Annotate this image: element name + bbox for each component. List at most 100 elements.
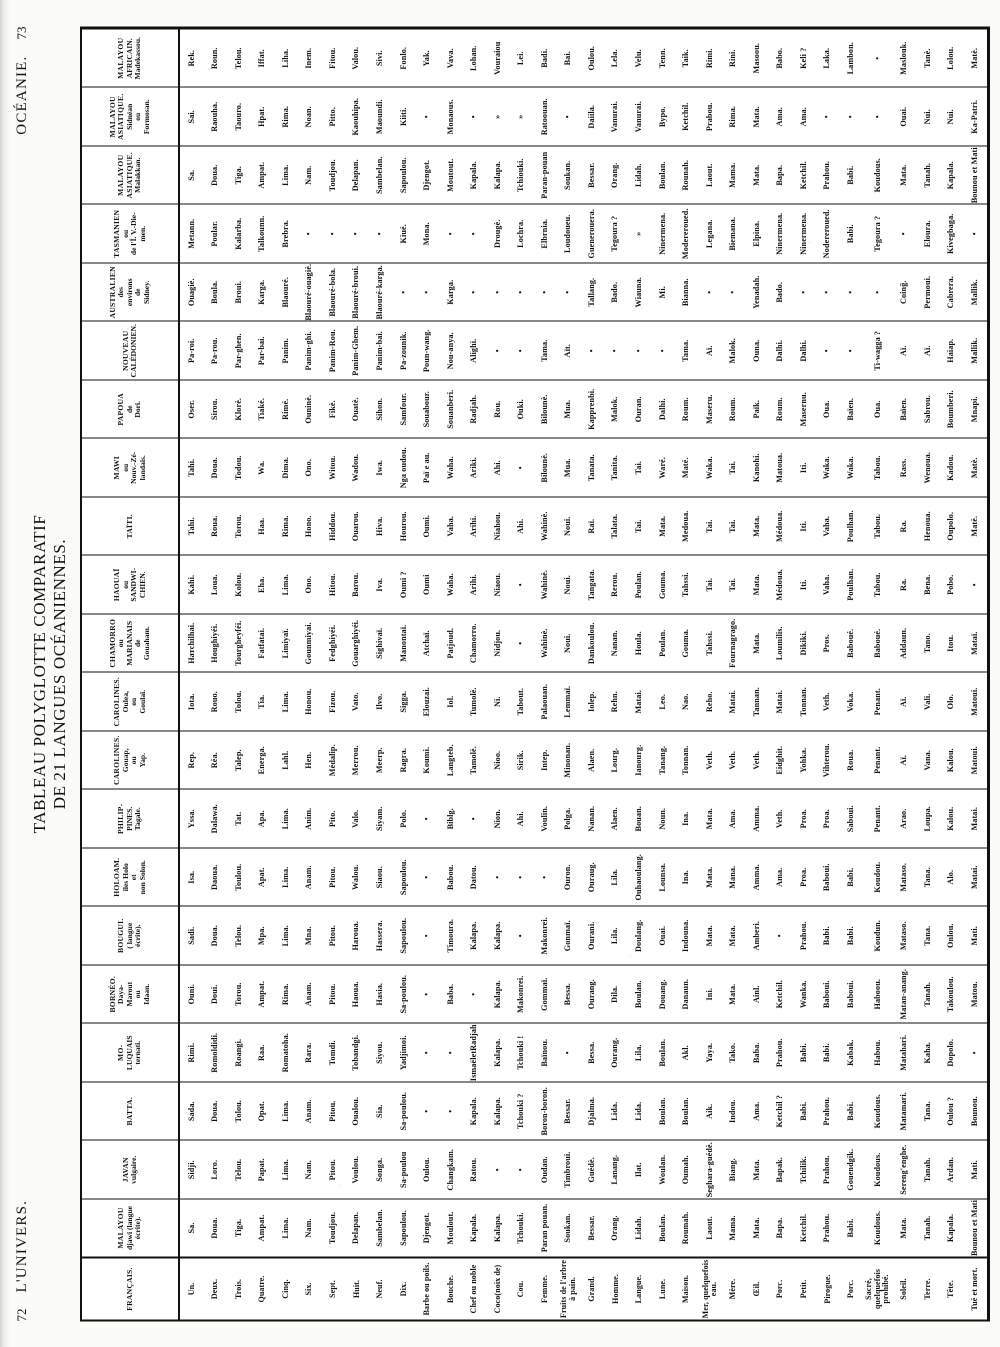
cell-r10-c13: Paï e au. (415, 438, 440, 497)
cell-r0-c14: Oser. (179, 379, 204, 438)
cell-r2-c9: Tolou. (227, 672, 251, 731)
table-row: Cinq. Lima. Lima. Lima. Romatoha. Rima. Lima. L… (274, 28, 298, 1319)
cell-r9-c1: Sa-poulou (392, 1140, 416, 1199)
cell-r5-c18: Nam. (297, 145, 322, 204)
cell-r18-c13: Tanita. (604, 438, 628, 497)
cell-r28-c18: Babi. (839, 145, 864, 204)
column-header-14: PAPOUA de Dori. (82, 379, 179, 438)
cell-r1-c11: Loua. (203, 555, 228, 614)
cell-r19-c15: • (627, 321, 652, 380)
cell-r28-c9: Voka. (839, 672, 864, 731)
cell-r22-c20: Rimi. (698, 28, 722, 87)
cell-r19-c0: Lidah. (627, 1198, 652, 1257)
cell-r26-c14: Masernu. (792, 379, 816, 438)
cell-r22-c6: Mata. (698, 847, 722, 906)
cell-r2-c11: Kolou. (227, 555, 251, 614)
column-header-sub: CALÉDONIEN. (129, 323, 138, 377)
cell-r20-c18: Boulan. (651, 145, 675, 204)
cell-r17-c12: Raï. (580, 496, 605, 555)
cell-r14-c19: » (509, 87, 534, 146)
cell-r31-c5: Tana. (916, 906, 940, 965)
cell-r8-c2: Sia. (368, 1081, 393, 1140)
cell-r32-c13: Kadou. (939, 438, 964, 497)
cell-r13-c4: Kalapa. (486, 964, 510, 1023)
cell-r17-c20: Oulou. (580, 28, 605, 87)
column-header-name: TAÏTI. (124, 513, 134, 538)
cell-r7-c4: Haoua. (345, 964, 369, 1023)
cell-r13-c9: Ni. (486, 672, 510, 731)
cell-r1-c9: Rouo. (203, 672, 228, 731)
cell-r24-c2: Ama. (745, 1081, 769, 1140)
table-row: Tête. Kapala. Ardаn. Oulou ? Dopolo. Takoulou… (939, 28, 964, 1319)
cell-r17-c19: Daiila. (580, 87, 605, 146)
cell-r33-c19: Ka-Patri. (963, 87, 987, 146)
cell-r8-c7: Siyam. (368, 789, 393, 848)
cell-r14-c6: • (509, 847, 534, 906)
cell-r26-c4: Wanka. (792, 964, 816, 1023)
left-running-head: 72 L'UNIVERS. (14, 1199, 31, 1321)
cell-r28-c19: • (839, 87, 864, 146)
cell-r21-c20: Taik. (674, 28, 699, 87)
cell-r19-c3: Lila. (627, 1023, 652, 1082)
cell-r1-c17: Poular. (203, 204, 228, 263)
cell-r24-c10: Mata. (745, 613, 769, 672)
cell-r10-c1: Oulou. (415, 1140, 440, 1199)
cell-r0-c1: Sidji. (179, 1140, 204, 1199)
cell-r32-c7: Kalou. (939, 789, 964, 848)
cell-r12-c9: Tumolè. (462, 672, 487, 731)
cell-r21-c2: Boulan. (674, 1081, 699, 1140)
cell-r26-c15: Dalhi. (792, 321, 816, 380)
row-label: Homme. (604, 1257, 628, 1319)
cell-r29-c2: Koudous. (863, 1081, 893, 1140)
cell-r22-c4: Ini. (698, 964, 722, 1023)
cell-r9-c2: Sa-poulou. (392, 1081, 416, 1140)
cell-r28-c5: Babi. (839, 906, 864, 965)
cell-r8-c12: Hiva. (368, 496, 393, 555)
cell-r4-c6: Lima. (274, 847, 298, 906)
cell-r28-c0: Babi. (839, 1198, 864, 1257)
cell-r7-c0: Delapan. (345, 1198, 369, 1257)
cell-r5-c8: Hen. (297, 730, 322, 789)
cell-r23-c18: Mama. (721, 145, 746, 204)
right-running-head: OCÉANIE. 73 (14, 26, 31, 134)
cell-r30-c8: Aï. (892, 730, 917, 789)
cell-r16-c1: Timbroui. (556, 1140, 581, 1199)
cell-r18-c2: Lida. (604, 1081, 628, 1140)
row-label: Huit. (345, 1257, 369, 1319)
cell-r6-c8: Médalip. (321, 730, 345, 789)
column-header-18: MALAYOU ASIATIQUE. Malakkan. (82, 145, 179, 204)
cell-r30-c3: Matahari. (892, 1023, 917, 1082)
cell-r9-c4: Sa-poulou. (392, 964, 416, 1023)
cell-r21-c13: Maté. (674, 438, 699, 497)
cell-r20-c2: Boulan. (651, 1081, 675, 1140)
cell-r1-c20: Roun. (203, 28, 228, 87)
cell-r9-c8: Ragга. (392, 730, 416, 789)
cell-r7-c6: Walou. (345, 847, 369, 906)
cell-r29-c6: Koudou. (863, 847, 893, 906)
row-label: Mère. (721, 1257, 746, 1319)
cell-r33-c20: Matè. (963, 28, 987, 87)
cell-r26-c9: Tonnan. (792, 672, 816, 731)
column-header-sub: de Dori. (124, 400, 143, 418)
cell-r5-c7: Anim. (297, 789, 322, 848)
cell-r1-c3: Romoldidi. (203, 1023, 228, 1082)
cell-r15-c10: Wahinè. (533, 613, 557, 672)
cell-r9-c5: Sapoulou. (392, 906, 416, 965)
cell-r0-c13: Tahi. (179, 438, 204, 497)
column-header-5: BOUGUI.( langue écrite). (82, 906, 179, 965)
table-row: Fruits de l'arbre à pain. Soukan. Timbroui… (556, 28, 581, 1319)
cell-r4-c0: Lima. (274, 1198, 298, 1257)
cell-r7-c15: Panim-Ghem. (345, 321, 369, 380)
cell-r10-c15: Poun-wang. (415, 321, 440, 380)
cell-r16-c4: Bessa. (556, 964, 581, 1023)
cell-r3-c9: Tia. (250, 672, 275, 731)
cell-r4-c4: Rima. (274, 964, 298, 1023)
cell-r24-c12: Mata. (745, 496, 769, 555)
cell-r21-c10: Gouma. (674, 613, 699, 672)
cell-r29-c14: Oua. (863, 379, 893, 438)
column-header-20: MALAYOU AFRICAIN. Madekassou. (82, 28, 179, 87)
cell-r32-c1: Ardаn. (939, 1140, 964, 1199)
row-label: Pirogue. (815, 1257, 840, 1319)
cell-r30-c19: Ouai. (892, 87, 917, 146)
cell-r14-c7: Ahi. (509, 789, 534, 848)
